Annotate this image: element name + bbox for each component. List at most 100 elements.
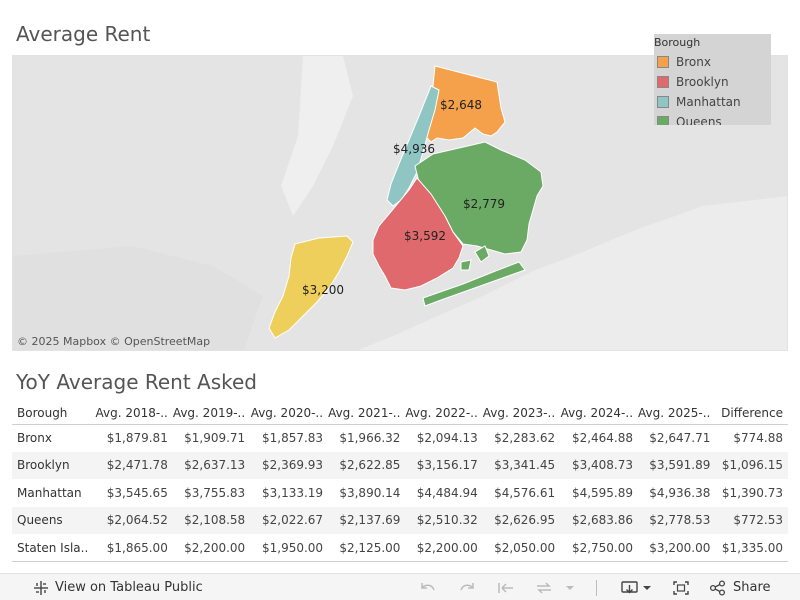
rent-value-cell: $2,750.00 bbox=[560, 534, 639, 562]
fullscreen-button[interactable] bbox=[672, 574, 690, 600]
legend-title: Borough bbox=[654, 36, 701, 49]
refresh-dropdown[interactable] bbox=[565, 574, 575, 600]
col-header[interactable]: Difference bbox=[715, 403, 788, 425]
view-on-tableau-link[interactable]: View on Tableau Public bbox=[33, 574, 203, 600]
map-title: Average Rent bbox=[16, 22, 151, 46]
col-header[interactable]: Avg. 2020-.. bbox=[250, 403, 329, 425]
row-borough-cell: Queens bbox=[12, 506, 96, 534]
rent-value-cell: $1,335.00 bbox=[715, 534, 788, 562]
rent-value-cell: $2,200.00 bbox=[405, 534, 483, 562]
rent-value-cell: $2,626.95 bbox=[482, 506, 561, 534]
rent-value-cell: $3,341.45 bbox=[482, 451, 561, 479]
table-row[interactable]: Bronx $1,879.81 $1,909.71 $1,857.83 $1,966.3… bbox=[12, 424, 788, 452]
borough-queens-island bbox=[474, 245, 490, 263]
rent-value-cell: $3,408.73 bbox=[560, 451, 639, 479]
refresh-icon bbox=[537, 581, 551, 594]
download-button[interactable] bbox=[620, 574, 652, 600]
rent-value-cell: $3,591.89 bbox=[638, 451, 716, 479]
rent-value-cell: $2,464.88 bbox=[571, 431, 634, 445]
rent-value-cell: $2,064.52 bbox=[95, 506, 173, 534]
table-row[interactable]: Manhattan $3,545.65 $3,755.83 $3,133.19 $3,8… bbox=[12, 479, 788, 507]
toolbar-divider bbox=[596, 580, 597, 596]
rent-value-cell: $2,094.13 bbox=[416, 431, 478, 445]
redo-button[interactable] bbox=[457, 574, 477, 600]
rent-value-cell: $1,857.83 bbox=[261, 431, 324, 445]
label-staten-island: $3,200 bbox=[302, 283, 344, 297]
table-row[interactable]: Staten Isla.. $1,865.00 $2,200.00 $1,950.00… bbox=[12, 534, 788, 562]
share-icon bbox=[709, 579, 726, 596]
legend-item-queens[interactable]: Queens bbox=[657, 113, 722, 125]
row-borough-cell: Manhattan bbox=[17, 485, 82, 500]
rent-value-cell: $1,950.00 bbox=[250, 534, 329, 562]
undo-button[interactable] bbox=[418, 574, 438, 600]
legend-label: Manhattan bbox=[676, 95, 741, 109]
col-header[interactable]: Avg. 2021-.. bbox=[328, 403, 406, 425]
table-title: YoY Average Rent Asked bbox=[16, 370, 258, 394]
rent-value-cell: $2,022.67 bbox=[250, 506, 329, 534]
rent-value-cell: $3,133.19 bbox=[261, 485, 324, 500]
row-borough-cell: Staten Isla.. bbox=[12, 534, 96, 562]
borough-brooklyn[interactable] bbox=[372, 177, 464, 291]
legend-swatch bbox=[657, 56, 669, 68]
legend-label: Bronx bbox=[676, 55, 711, 69]
col-header[interactable]: Avg. 2019-.. bbox=[172, 403, 251, 425]
borough-queens-island bbox=[460, 259, 472, 271]
row-borough-cell: Bronx bbox=[17, 431, 52, 445]
col-header[interactable]: Avg. 2023-.. bbox=[482, 403, 561, 425]
rent-table: Borough Avg. 2018-.. Avg. 2019-.. Avg. 2… bbox=[12, 403, 788, 562]
rent-value-cell: $2,137.69 bbox=[328, 506, 406, 534]
rent-value-cell: $2,369.93 bbox=[250, 451, 329, 479]
legend-item-bronx[interactable]: Bronx bbox=[657, 53, 711, 71]
label-manhattan: $4,936 bbox=[393, 142, 435, 156]
share-button[interactable]: Share bbox=[709, 574, 771, 600]
nj-land bbox=[13, 246, 263, 350]
rent-value-cell: $2,778.53 bbox=[638, 506, 716, 534]
col-header[interactable]: Avg. 2022-.. bbox=[405, 403, 483, 425]
download-icon bbox=[621, 580, 638, 593]
rent-value-cell: $1,909.71 bbox=[184, 431, 246, 445]
tableau-toolbar: View on Tableau Public bbox=[0, 573, 800, 600]
revert-button[interactable] bbox=[496, 574, 516, 600]
rent-value-cell: $4,576.61 bbox=[494, 485, 556, 500]
rent-value-cell: $2,050.00 bbox=[482, 534, 561, 562]
rent-value-cell: $2,510.32 bbox=[405, 506, 483, 534]
label-queens: $2,779 bbox=[463, 197, 505, 211]
table-row[interactable]: Brooklyn $2,471.78 $2,637.13 $2,369.93 $2,62… bbox=[12, 451, 788, 479]
row-borough-cell: Brooklyn bbox=[12, 451, 96, 479]
rent-value-cell: $3,755.83 bbox=[184, 485, 246, 500]
legend-swatch bbox=[657, 76, 669, 88]
share-label: Share bbox=[733, 580, 771, 595]
rent-value-cell: $2,200.00 bbox=[172, 534, 251, 562]
rent-value-cell: $2,637.13 bbox=[172, 451, 251, 479]
redo-icon bbox=[460, 582, 474, 590]
table-row[interactable]: Queens $2,064.52 $2,108.58 $2,022.67 $2,137.… bbox=[12, 506, 788, 534]
label-bronx: $2,648 bbox=[440, 98, 482, 112]
legend-swatch bbox=[657, 96, 669, 108]
legend[interactable]: Borough Bronx Brooklyn Manhattan Queens bbox=[654, 34, 771, 125]
rent-value-cell: $1,966.32 bbox=[339, 431, 401, 445]
table-header-row: Borough Avg. 2018-.. Avg. 2019-.. Avg. 2… bbox=[12, 403, 788, 425]
rent-value-cell: $3,545.65 bbox=[106, 485, 168, 500]
chevron-down-icon bbox=[643, 585, 651, 590]
map-canvas: $2,648 $4,936 $2,779 $3,592 $3,200 bbox=[13, 56, 787, 350]
borough-queens-rockaway[interactable] bbox=[422, 261, 526, 307]
rent-value-cell: $4,595.89 bbox=[571, 485, 634, 500]
legend-item-brooklyn[interactable]: Brooklyn bbox=[657, 73, 729, 91]
undo-icon bbox=[421, 582, 435, 590]
rent-value-cell: $2,283.62 bbox=[494, 431, 556, 445]
tableau-logo-icon bbox=[34, 580, 48, 595]
rent-value-cell: $3,156.17 bbox=[405, 451, 483, 479]
legend-label: Queens bbox=[676, 115, 722, 125]
rent-value-cell: $2,108.58 bbox=[172, 506, 251, 534]
col-header[interactable]: Avg. 2024-.. bbox=[560, 403, 639, 425]
col-header[interactable]: Borough bbox=[12, 403, 96, 425]
legend-item-manhattan[interactable]: Manhattan bbox=[657, 93, 741, 111]
borough-staten-island[interactable] bbox=[268, 235, 354, 339]
col-header[interactable]: Avg. 2025-.. bbox=[638, 403, 716, 425]
revert-icon bbox=[498, 582, 513, 593]
col-header[interactable]: Avg. 2018-.. bbox=[95, 403, 173, 425]
map-attribution[interactable]: © 2025 Mapbox © OpenStreetMap bbox=[17, 335, 211, 348]
rent-value-cell: $3,200.00 bbox=[638, 534, 716, 562]
rent-value-cell: $1,879.81 bbox=[106, 431, 168, 445]
refresh-button[interactable] bbox=[534, 574, 554, 600]
